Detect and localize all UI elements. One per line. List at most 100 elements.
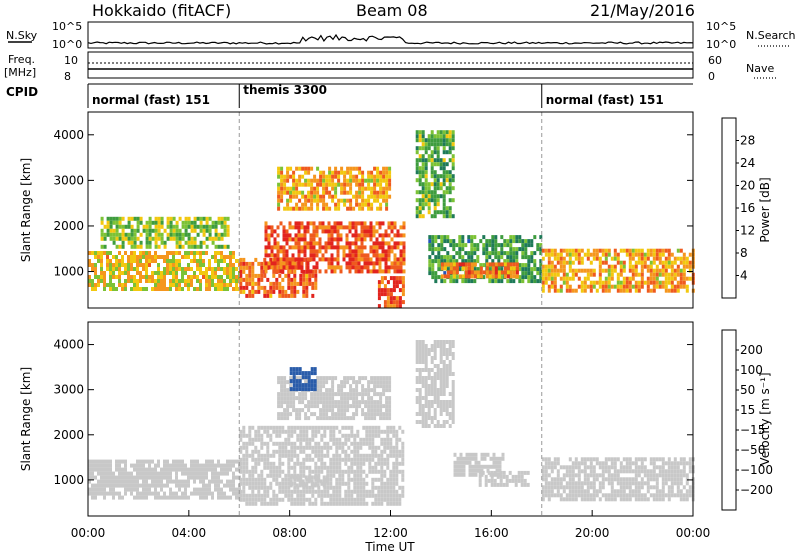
power-cell: [392, 304, 396, 309]
velocity-cell: [296, 457, 300, 462]
power-cell: [297, 221, 301, 226]
power-cell: [381, 237, 385, 242]
power-ylabel: Slant Range [km]: [19, 158, 33, 262]
power-cell: [550, 276, 554, 281]
power-cell: [190, 240, 194, 245]
velocity-cell: [136, 483, 139, 488]
velocity-cell: [326, 465, 330, 470]
velocity-cell: [305, 441, 309, 446]
power-cell: [136, 263, 139, 267]
power-cell: [556, 272, 560, 277]
power-cell: [427, 202, 431, 207]
power-cell: [273, 253, 277, 258]
velocity-cell: [565, 481, 569, 486]
power-cell: [283, 186, 287, 191]
power-cell: [539, 247, 543, 252]
velocity-cell: [308, 453, 312, 458]
power-cell: [322, 190, 326, 195]
velocity-cell: [490, 478, 494, 483]
velocity-cell: [613, 461, 617, 466]
power-cell: [297, 245, 301, 250]
velocity-cell: [356, 473, 360, 478]
velocity-cell: [421, 368, 425, 372]
power-cell: [187, 244, 191, 249]
velocity-cell: [685, 477, 689, 482]
velocity-cell: [385, 388, 389, 393]
velocity-cell: [389, 437, 393, 442]
power-cell: [223, 271, 226, 275]
velocity-cell: [649, 457, 653, 462]
power-cell: [354, 257, 358, 262]
velocity-cell: [332, 461, 336, 466]
power-cell: [251, 265, 255, 270]
velocity-cell: [421, 344, 425, 348]
power-cell: [541, 268, 545, 273]
power-cell: [325, 174, 329, 179]
velocity-cell: [332, 497, 336, 502]
velocity-cell: [331, 408, 335, 413]
power-cell: [163, 255, 166, 259]
power-cell: [133, 244, 137, 249]
velocity-cell: [322, 408, 326, 413]
velocity-cell: [187, 479, 190, 484]
power-cell: [436, 178, 440, 183]
velocity-cell: [289, 483, 293, 488]
velocity-cell: [254, 493, 258, 498]
power-cell: [242, 289, 246, 294]
power-colorbar-label: Power [dB]: [758, 177, 772, 242]
velocity-cell: [574, 497, 578, 502]
velocity-cell: [322, 404, 326, 409]
velocity-cell: [445, 356, 449, 360]
velocity-cell: [217, 459, 220, 464]
power-cell: [100, 251, 103, 255]
velocity-cell: [311, 445, 315, 450]
power-cell: [94, 275, 97, 279]
velocity-cell: [655, 457, 659, 462]
velocity-cell: [451, 392, 455, 396]
velocity-cell: [439, 368, 443, 372]
power-cell: [223, 244, 227, 249]
velocity-cell: [311, 449, 315, 454]
power-cell: [115, 224, 119, 229]
power-cell: [301, 206, 305, 211]
velocity-cell: [418, 404, 422, 408]
velocity-cell: [453, 468, 457, 473]
velocity-cell: [289, 392, 293, 397]
velocity-cell: [610, 473, 614, 478]
power-cell: [625, 280, 629, 285]
velocity-cell: [178, 487, 181, 492]
power-cell: [272, 289, 276, 294]
velocity-cell: [386, 441, 390, 446]
velocity-cell: [418, 376, 422, 380]
velocity-cell: [565, 465, 569, 470]
power-cell: [372, 229, 376, 234]
velocity-cell: [424, 416, 428, 420]
power-cell: [530, 259, 534, 264]
power-cell: [325, 190, 329, 195]
power-cell: [424, 182, 428, 187]
power-cell: [452, 247, 456, 252]
power-cell: [622, 264, 626, 269]
velocity-cell: [169, 475, 172, 480]
power-cell: [640, 264, 644, 269]
power-cell: [625, 288, 629, 293]
velocity-cell: [386, 501, 390, 506]
power-cell: [281, 269, 285, 274]
power-cell: [533, 267, 537, 272]
velocity-cell: [145, 491, 148, 496]
velocity-cell: [652, 497, 656, 502]
power-cell: [337, 198, 341, 203]
power-cell: [442, 174, 446, 179]
velocity-cell: [350, 477, 354, 482]
power-cell: [556, 268, 560, 273]
velocity-cell: [277, 380, 281, 385]
power-cell: [309, 245, 313, 250]
power-cell: [451, 146, 455, 151]
power-cell: [451, 138, 455, 143]
power-cell: [181, 271, 184, 275]
power-cell: [610, 284, 614, 289]
freq-right-tick-top: 60: [708, 54, 722, 67]
power-cell: [401, 284, 405, 289]
power-cell: [643, 260, 647, 265]
power-cell: [524, 271, 528, 276]
